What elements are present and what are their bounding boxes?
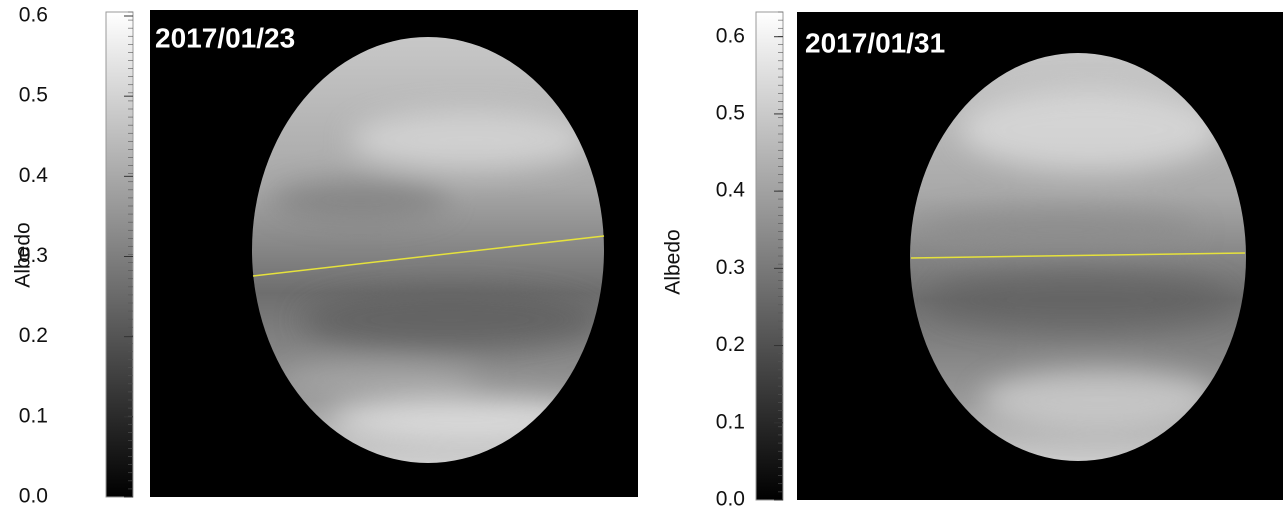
equator-line [910,252,1246,259]
planet-image [252,37,604,463]
tick-label: 0.3 [716,256,745,279]
equator-line [252,235,605,277]
planet-image [910,53,1246,461]
tick-label: 0.4 [19,164,49,187]
tick-label: 0.4 [716,179,746,202]
tick-label: 0.2 [19,324,48,347]
tick-label: 0.0 [19,485,48,508]
tick-label: 0.6 [19,4,48,27]
tick-label: 0.6 [716,24,745,47]
date-label: 2017/01/23 [155,22,295,53]
tick-label: 0.5 [716,101,745,124]
date-label: 2017/01/31 [805,27,945,58]
colorbar-label: Albedo [662,229,685,294]
tick-label: 0.1 [19,404,48,427]
tick-label: 0.5 [19,84,48,107]
tick-label: 0.2 [716,333,745,356]
tick-label: 0.3 [19,244,48,267]
tick-label: 0.1 [716,410,745,433]
tick-label: 0.0 [716,488,745,511]
colorbar-label: Albedo [12,222,35,287]
